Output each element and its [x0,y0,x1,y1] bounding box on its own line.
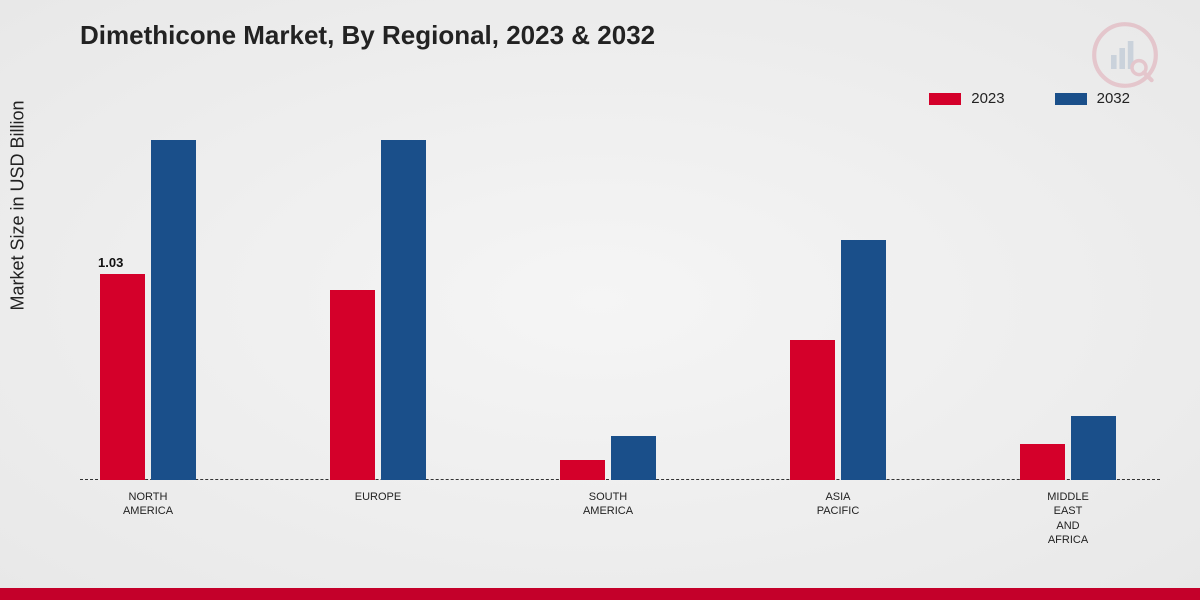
legend-item-2023: 2023 [929,90,1004,107]
chart-title: Dimethicone Market, By Regional, 2023 & … [80,20,655,51]
bar [790,340,835,480]
x-axis-category-label: EUROPE [318,490,438,504]
bar [100,274,145,480]
bar-value-label: 1.03 [98,255,123,270]
x-axis-category-label: SOUTHAMERICA [548,490,668,519]
bar [1020,444,1065,480]
footer-bar [0,588,1200,600]
bar [1071,416,1116,480]
x-axis-category-label: MIDDLEEASTANDAFRICA [1008,490,1128,547]
legend-item-2032: 2032 [1055,90,1130,107]
bar [381,140,426,480]
legend-label-2032: 2032 [1097,90,1130,107]
legend-swatch-2023 [929,93,961,105]
chart-plot-area: 1.03 [80,80,1160,480]
bar [151,140,196,480]
legend-swatch-2032 [1055,93,1087,105]
x-axis-category-label: ASIAPACIFIC [778,490,898,519]
bar [841,240,886,480]
bar [611,436,656,480]
x-axis-category-label: NORTHAMERICA [88,490,208,519]
legend: 2023 2032 [929,90,1130,107]
bar [330,290,375,480]
bar [560,460,605,480]
legend-label-2023: 2023 [971,90,1004,107]
y-axis-label: Market Size in USD Billion [8,100,29,310]
